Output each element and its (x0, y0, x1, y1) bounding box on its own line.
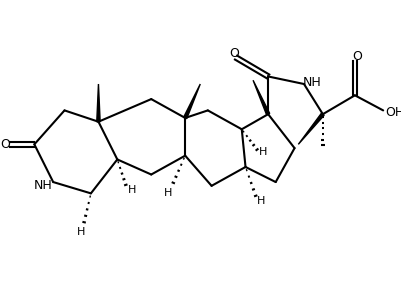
Text: NH: NH (33, 179, 52, 192)
Text: O: O (0, 138, 10, 151)
Text: O: O (229, 46, 239, 60)
Text: H: H (128, 184, 136, 195)
Text: H: H (164, 188, 172, 198)
Polygon shape (298, 113, 323, 144)
Text: NH: NH (302, 76, 321, 88)
Polygon shape (97, 84, 100, 122)
Text: H: H (77, 227, 85, 237)
Text: H: H (257, 196, 265, 206)
Text: OH: OH (384, 106, 401, 119)
Text: O: O (351, 50, 361, 63)
Polygon shape (253, 80, 269, 115)
Polygon shape (183, 84, 200, 119)
Text: H: H (258, 147, 267, 157)
